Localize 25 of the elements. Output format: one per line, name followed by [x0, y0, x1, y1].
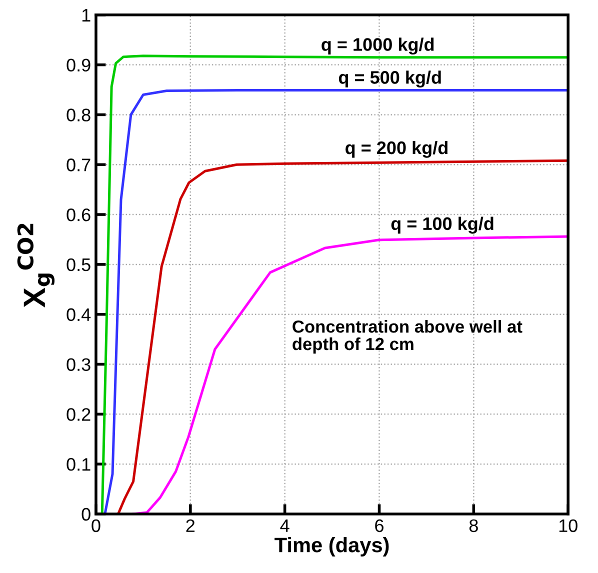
- x-tick-label: 6: [375, 519, 384, 532]
- y-tick-label: 1: [82, 9, 90, 22]
- y-tick-label: 0.2: [66, 408, 90, 421]
- y-tick-label: 0.6: [66, 208, 90, 222]
- series-label: q = 1000 kg/d: [322, 38, 434, 55]
- series-label: q = 200 kg/d: [346, 140, 448, 158]
- x-tick-label: 0: [92, 519, 100, 532]
- series-label: q = 100 kg/d: [391, 216, 494, 234]
- x-axis-title: Time (days): [274, 537, 389, 556]
- annotation: Concentration above well at depth of 12 cm: [292, 320, 522, 354]
- line-series: [116, 159, 568, 514]
- y-tick-label: 0.8: [66, 108, 90, 122]
- x-tick-label: 2: [186, 519, 195, 532]
- y-tick-label: 0.9: [66, 58, 90, 72]
- x-tick-label: 4: [280, 520, 290, 532]
- y-axis-title: X$_{g}$$^{CO2}$: [17, 224, 55, 308]
- y-tick-label: 0.5: [66, 258, 90, 272]
- series-label: q = 500 kg/d: [338, 70, 441, 88]
- y-tick-label: 0.7: [66, 158, 90, 172]
- x-tick-label: 10: [559, 519, 578, 532]
- y-tick-label: 0.3: [66, 358, 90, 371]
- y-tick-label: 0.1: [66, 458, 90, 471]
- y-tick-label: 0: [82, 508, 90, 521]
- x-tick-label: 8: [469, 519, 478, 532]
- y-tick-label: 0.4: [66, 308, 91, 322]
